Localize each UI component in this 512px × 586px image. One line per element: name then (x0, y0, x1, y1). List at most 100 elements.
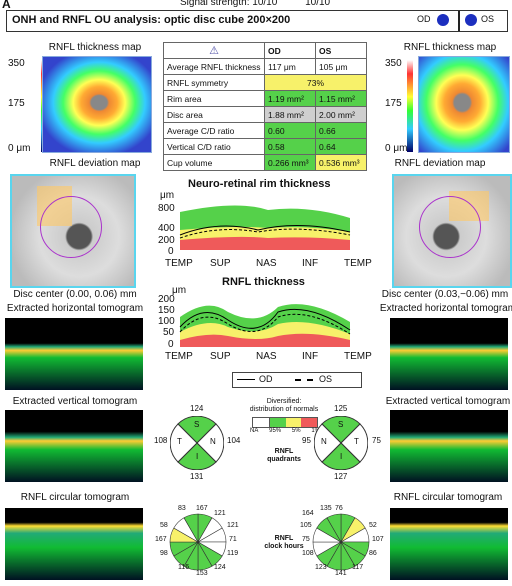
table-row: Vertical C/D ratio 0.58 0.64 (163, 138, 367, 155)
normals-label: 5% (291, 428, 301, 434)
chart-legend: OD OS (232, 372, 362, 388)
rnfl-red-area (180, 333, 350, 347)
rnfl-xtick: TEMP (344, 351, 372, 362)
os-label: OS (481, 14, 495, 24)
left-circular-title: RNFL circular tomogram (20, 492, 130, 503)
rim-xtick: NAS (256, 258, 277, 269)
left-vertical-tomogram (5, 410, 143, 482)
rim-ytick: 800 (158, 203, 175, 214)
rim-chart-title: Neuro-retinal rim thickness (188, 178, 331, 190)
od-clock-12: 83 (178, 505, 186, 512)
os-value: 0.64 (315, 138, 367, 155)
right-deviation-map-title: RNFL deviation map (394, 158, 486, 169)
right-thickness-map-title: RNFL thickness map (403, 42, 497, 53)
right-vertical-tomogram (390, 410, 508, 482)
colorbar-top-label: 350 (8, 58, 25, 69)
right-colorbar: 350 175 0 μm (385, 58, 435, 154)
left-thickness-map-title: RNFL thickness map (48, 42, 142, 53)
legend-os: OS (319, 374, 333, 384)
quadrants-caption-2: quadrants (267, 456, 301, 463)
od-clock-5: 119 (227, 550, 239, 557)
os-q-S: S (338, 420, 344, 429)
od-value: 0.58 (264, 138, 316, 155)
right-horizontal-title: Extracted horizontal tomogram (379, 303, 512, 314)
os-indicator: OS (481, 14, 494, 24)
od-q-I: I (196, 452, 199, 461)
col-os-header: OS (315, 42, 367, 59)
right-circular-tomogram (390, 508, 508, 580)
os-q-left: 95 (302, 436, 311, 445)
od-q-left: 108 (154, 436, 168, 445)
rnfl-y-unit: μm (172, 285, 187, 296)
od-clock-9: 98 (160, 550, 168, 557)
right-horizontal-tomogram (390, 318, 508, 390)
rnfl-ytick: 150 (158, 305, 175, 316)
os-clock-7: 141 (335, 570, 347, 577)
od-q-N: N (210, 437, 216, 446)
colorbar-bot-label: 0 μm (8, 143, 31, 154)
os-clock-10: 107 (372, 536, 384, 543)
row-label: Vertical C/D ratio (163, 138, 265, 155)
rim-ytick: 200 (158, 235, 175, 246)
left-deviation-map-title: RNFL deviation map (49, 158, 141, 169)
rim-red-area (180, 236, 350, 250)
clock-caption-2: clock hours (264, 543, 304, 550)
rnfl-chart (179, 304, 351, 347)
right-deviation-map (392, 174, 512, 288)
od-q-top: 124 (190, 404, 204, 413)
rnfl-ytick: 100 (158, 316, 175, 327)
table-row: Disc area 1.88 mm² 2.00 mm² (163, 106, 367, 123)
quadrants-caption: RNFL quadrants (244, 448, 324, 464)
header-divider (458, 11, 460, 31)
left-thickness-map (42, 56, 152, 153)
panel-letter: A (2, 0, 11, 11)
rim-xtick: TEMP (344, 258, 372, 269)
os-q-bottom: 127 (334, 472, 348, 481)
left-circular-tomogram (5, 508, 143, 580)
rim-y-unit: μm (160, 190, 175, 201)
normals-color-key (252, 417, 318, 428)
normals-title-2: distribution of normals (249, 406, 319, 413)
os-clock-6: 123 (315, 564, 327, 571)
colorbar-gradient (407, 60, 413, 152)
rnfl-od-line (179, 308, 351, 331)
os-clock-3: 105 (300, 522, 312, 529)
table-header-row: ⚠ OD OS (163, 42, 367, 59)
rnfl-xtick: TEMP (165, 351, 193, 362)
od-value: 0.60 (264, 122, 316, 139)
colorbar-top-label: 350 (385, 58, 402, 69)
right-vertical-title: Extracted vertical tomogram (385, 396, 511, 407)
measurement-circle (419, 196, 481, 258)
od-value: 1.19 mm² (264, 90, 316, 107)
os-clock-12: 76 (335, 505, 343, 512)
od-value: 117 μm (264, 58, 316, 75)
os-q-top: 125 (334, 404, 348, 413)
left-deviation-map (10, 174, 136, 288)
os-value: 0.66 (315, 122, 367, 139)
clock-caption-1: RNFL (274, 535, 294, 542)
table-row: Cup volume 0.266 mm³ 0.536 mm³ (163, 154, 367, 171)
os-clock-4: 75 (302, 536, 310, 543)
left-disc-center: Disc center (0.00, 0.06) mm (13, 289, 137, 300)
os-q-I: I (340, 452, 343, 461)
table-row: RNFL symmetry 73% (163, 74, 367, 91)
rnfl-ytick: 0 (168, 339, 174, 350)
od-value: 1.88 mm² (264, 106, 316, 123)
od-clock-11: 58 (160, 522, 168, 529)
right-thickness-map (418, 56, 510, 153)
os-value: 0.536 mm³ (315, 154, 367, 171)
os-clock-11: 52 (369, 522, 377, 529)
left-horizontal-tomogram (5, 318, 143, 390)
left-vertical-title: Extracted vertical tomogram (12, 396, 138, 407)
row-label: Disc area (163, 106, 265, 123)
table-row: Rim area 1.19 mm² 1.15 mm² (163, 90, 367, 107)
row-label: Cup volume (163, 154, 265, 171)
warning-icon: ⚠ (209, 45, 219, 57)
od-value: 0.266 mm³ (264, 154, 316, 171)
symmetry-value: 73% (264, 74, 367, 91)
rim-od-line (179, 225, 351, 236)
os-value: 2.00 mm² (315, 106, 367, 123)
rnfl-ytick: 50 (163, 327, 175, 338)
od-q-bottom: 131 (190, 472, 204, 481)
od-q-S: S (194, 420, 200, 429)
